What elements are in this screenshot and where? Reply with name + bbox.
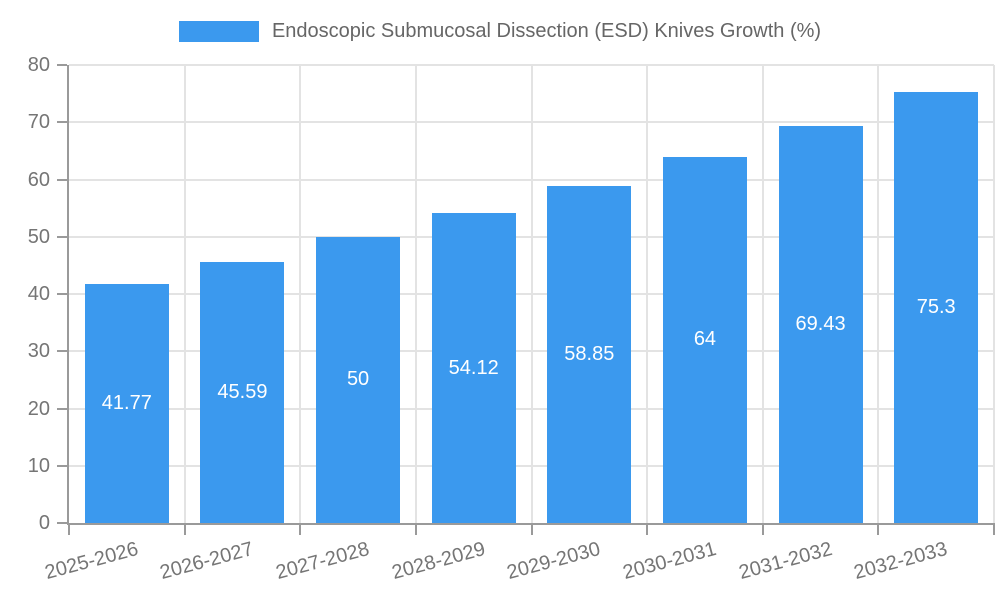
vertical-gridline — [761, 65, 764, 523]
y-axis-tick-label: 80 — [27, 54, 50, 76]
y-axis-tick-label: 10 — [27, 454, 50, 477]
vertical-gridline — [183, 65, 186, 523]
y-axis-tick-label: 50 — [27, 225, 50, 248]
bar-value-label: 41.77 — [101, 391, 152, 414]
y-tick-mark — [57, 64, 67, 66]
vertical-gridline — [414, 65, 417, 523]
y-tick-mark — [57, 407, 67, 410]
plot-area: 41.77 45.59 50 54.12 58.85 64 69.43 75.3 0 10 20 3… — [28, 54, 995, 584]
y-tick-mark — [57, 121, 67, 124]
bar[interactable]: 69.43 — [778, 125, 863, 523]
bar[interactable]: 75.3 — [894, 91, 979, 523]
bar[interactable]: 45.59 — [200, 261, 285, 523]
bar-value-label: 45.59 — [217, 380, 268, 403]
bar-value-label: 50 — [346, 368, 370, 391]
x-tick-mark — [530, 523, 533, 535]
y-axis-line — [67, 65, 69, 523]
y-axis-tick-label: 20 — [27, 397, 50, 420]
vertical-gridline — [646, 65, 649, 523]
legend-swatch — [178, 21, 259, 42]
vertical-gridline — [299, 65, 302, 523]
y-tick-mark — [57, 293, 67, 295]
bar[interactable]: 41.77 — [84, 283, 169, 523]
bar[interactable]: 54.12 — [431, 213, 516, 523]
y-axis-tick-label: 70 — [27, 111, 50, 134]
y-tick-mark — [57, 235, 67, 238]
vertical-gridline — [993, 65, 995, 523]
y-tick-mark — [57, 350, 67, 353]
bar-value-label: 69.43 — [795, 312, 846, 335]
y-tick-mark — [57, 464, 67, 467]
x-tick-mark — [646, 523, 649, 535]
bar[interactable]: 64 — [662, 156, 747, 523]
vertical-gridline — [877, 65, 880, 523]
y-tick-mark — [57, 178, 67, 181]
y-axis-tick-label: 40 — [27, 283, 50, 305]
y-tick-mark — [57, 522, 67, 524]
y-axis-tick-label: 0 — [38, 512, 50, 534]
legend-label: Endoscopic Submucosal Dissection (ESD) K… — [271, 20, 822, 42]
bar-value-label: 75.3 — [916, 295, 956, 318]
y-axis-tick-label: 30 — [27, 340, 50, 363]
x-tick-mark — [299, 523, 302, 535]
bar[interactable]: 58.85 — [547, 186, 632, 523]
x-tick-mark — [68, 523, 70, 535]
vertical-gridline — [530, 65, 533, 523]
x-tick-mark — [877, 523, 880, 535]
bar-value-label: 64 — [693, 328, 717, 351]
bar-value-label: 54.12 — [448, 356, 499, 379]
x-tick-mark — [414, 523, 417, 535]
bar[interactable]: 50 — [316, 236, 401, 523]
y-axis-tick-label: 60 — [27, 168, 50, 191]
legend[interactable]: Endoscopic Submucosal Dissection (ESD) K… — [0, 21, 1000, 42]
bar-value-label: 58.85 — [564, 343, 615, 366]
x-tick-mark — [183, 523, 186, 535]
x-tick-mark — [993, 523, 995, 535]
x-tick-mark — [761, 523, 764, 535]
